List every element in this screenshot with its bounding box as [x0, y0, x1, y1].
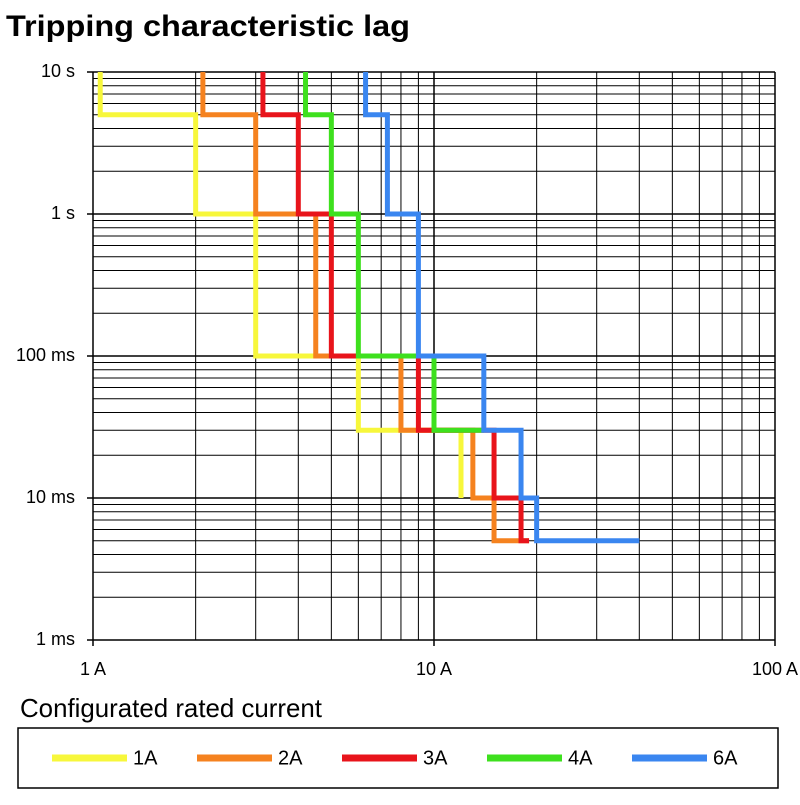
legend-label: 4A [568, 747, 593, 769]
legend-label: 6A [713, 747, 738, 769]
y-tick-label: 10 s [41, 61, 75, 81]
series-line [200, 72, 530, 544]
x-axis-label: Configurated rated current [20, 693, 323, 723]
x-tick-label: 10 A [416, 659, 452, 679]
series-line [97, 72, 464, 498]
series-line [363, 72, 640, 544]
chart-title: Tripping characteristic lag [6, 10, 410, 43]
legend-label: 2A [278, 747, 303, 769]
y-tick-label: 10 ms [26, 487, 75, 507]
legend-label: 3A [423, 747, 448, 769]
x-tick-label: 100 A [752, 659, 798, 679]
series-line [260, 72, 530, 544]
y-tick-label: 100 ms [16, 345, 75, 365]
legend-box [17, 727, 779, 789]
x-tick-label: 1 A [80, 659, 106, 679]
series-line [303, 72, 484, 433]
y-tick-label: 1 s [51, 203, 75, 223]
legend-label: 1A [133, 747, 158, 769]
y-tick-label: 1 ms [36, 629, 75, 649]
